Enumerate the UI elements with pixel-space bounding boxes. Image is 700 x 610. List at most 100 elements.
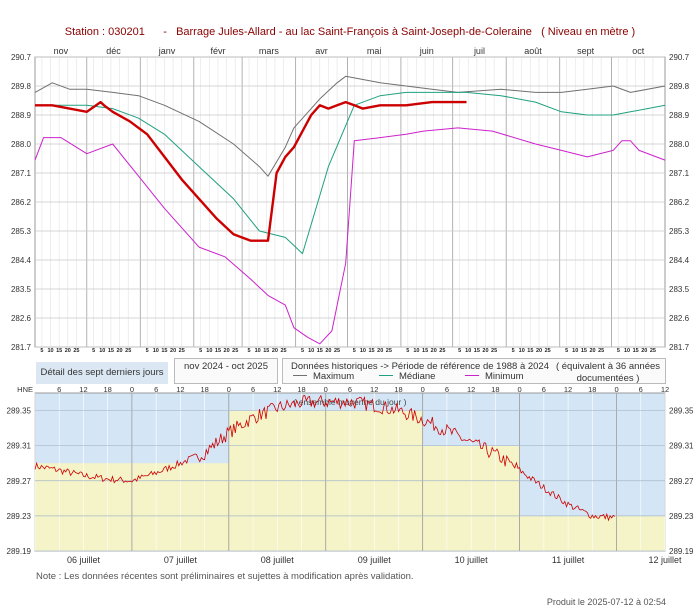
month-label: sept [577,46,595,56]
hour-tick-label: 18 [297,385,305,394]
week-tick-label: 5 [406,348,409,354]
y-tick-label-right: 287.1 [669,169,690,178]
maximum-series [34,75,666,177]
day-label: 11 juillet [552,555,585,565]
legend-minimum: Minimum [485,371,524,382]
month-label: déc [106,46,121,56]
week-tick-label: 25 [545,348,551,354]
day-label: 08 juillet [261,555,295,565]
hour-tick-label: 18 [491,385,499,394]
week-tick-label: 15 [527,348,533,354]
y-tick-label-left: 282.6 [11,314,32,323]
day-label: 06 juillet [67,555,101,565]
hour-tick-label: 0 [518,385,522,394]
week-tick-label: 15 [215,348,221,354]
hour-tick-label: 12 [370,385,378,394]
month-label: juil [473,46,485,56]
bottom-y-tick-left: 289.23 [7,512,32,521]
hour-tick-label: 6 [251,385,255,394]
chart-title: Station : 030201 - Barrage Jules-Allard … [0,26,700,38]
week-tick-label: 5 [247,348,250,354]
y-tick-label-left: 283.5 [11,285,32,294]
week-tick-label: 10 [206,348,212,354]
y-tick-label-right: 286.2 [669,198,690,207]
hour-tick-label: 6 [348,385,352,394]
bottom-y-tick-right: 289.19 [669,547,694,556]
y-tick-label-left: 285.3 [11,227,32,236]
week-tick-label: 15 [108,348,114,354]
hour-tick-label: 0 [130,385,134,394]
month-label: nov [54,46,69,56]
week-tick-label: 10 [624,348,630,354]
week-tick-label: 5 [301,348,304,354]
hour-tick-label: 12 [564,385,572,394]
historical-title: Données historiques -> Période de référe… [291,361,549,372]
week-tick-label: 20 [170,348,176,354]
hour-tick-label: 0 [421,385,425,394]
unit-label: ( Niveau en mètre ) [541,26,636,38]
hour-tick-label: 6 [154,385,158,394]
mediane-series [35,91,666,255]
bottom-y-tick-left: 289.19 [7,547,32,556]
detail-label: Détail des sept derniers jours [36,362,168,384]
month-label: juin [419,46,434,56]
week-tick-label: 5 [565,348,568,354]
current-year-series [35,100,467,242]
week-tick-label: 15 [56,348,62,354]
week-tick-label: 25 [232,348,238,354]
week-tick-label: 5 [146,348,149,354]
week-tick-label: 10 [47,348,53,354]
bottom-y-tick-left: 289.31 [7,442,32,451]
legend-maximum-swatch [293,375,307,376]
day-label: 12 juillet [648,555,682,565]
week-tick-label: 25 [598,348,604,354]
day-label: 09 juillet [358,555,392,565]
week-tick-label: 20 [377,348,383,354]
week-tick-label: 5 [512,348,515,354]
week-tick-label: 25 [179,348,185,354]
week-tick-label: 15 [263,348,269,354]
week-tick-label: 10 [99,348,105,354]
hour-tick-label: 18 [394,385,402,394]
hour-tick-label: 12 [467,385,475,394]
week-tick-label: 25 [491,348,497,354]
hour-tick-label: 12 [176,385,184,394]
week-tick-label: 5 [199,348,202,354]
hour-tick-label: 6 [445,385,449,394]
week-tick-label: 10 [153,348,159,354]
week-tick-label: 5 [92,348,95,354]
title-dash: - [163,26,167,38]
hour-tick-label: 12 [661,385,669,394]
station-id: Station : 030201 [64,26,145,38]
week-tick-label: 15 [474,348,480,354]
week-tick-label: 25 [73,348,79,354]
hour-tick-label: 12 [79,385,87,394]
y-tick-label-right: 284.4 [669,256,690,265]
y-tick-label-left: 287.1 [11,169,32,178]
week-tick-label: 20 [65,348,71,354]
week-tick-label: 20 [536,348,542,354]
y-tick-label-left: 284.4 [11,256,32,265]
week-tick-label: 10 [255,348,261,354]
week-tick-label: 20 [641,348,647,354]
footer-note: Note : Les données récentes sont prélimi… [36,571,414,582]
week-tick-label: 25 [334,348,340,354]
bottom-chart-title: ( ensemble moyenne du jour ) [294,397,407,407]
month-label: mai [367,46,382,56]
hour-tick-label: 6 [639,385,643,394]
week-tick-label: 10 [519,348,525,354]
hour-tick-label: 18 [104,385,112,394]
week-tick-label: 20 [589,348,595,354]
y-tick-label-right: 288.0 [669,140,690,149]
bottom-y-tick-left: 289.35 [7,407,32,416]
week-tick-label: 20 [117,348,123,354]
week-tick-label: 15 [317,348,323,354]
week-tick-label: 15 [369,348,375,354]
week-tick-label: 20 [431,348,437,354]
y-tick-label-left: 286.2 [11,198,32,207]
y-tick-label-left: 288.0 [11,140,32,149]
produced-timestamp: Produit le 2025-07-12 à 02:54 [546,597,666,607]
week-tick-label: 25 [650,348,656,354]
week-tick-label: 5 [458,348,461,354]
